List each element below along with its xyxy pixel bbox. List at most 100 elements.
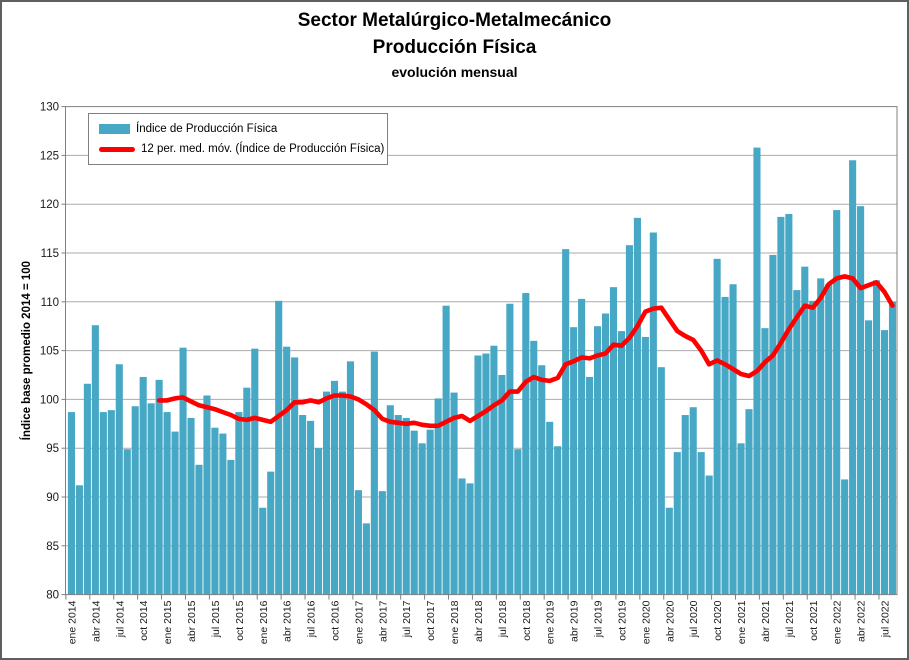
chart-caption: evolución mensual: [391, 64, 518, 80]
x-axis-labels: ene 2014 abr 2014 jul 2014 oct 2014 ene 2015…: [66, 600, 891, 644]
bar: [857, 206, 865, 595]
x-tick-label: ene 2019: [545, 600, 557, 644]
bar: [570, 327, 578, 595]
bar: [809, 300, 817, 595]
bar: [291, 357, 299, 595]
bar: [139, 376, 147, 595]
chart-title: Sector Metalúrgico-Metalmecánico: [297, 10, 612, 31]
bar: [434, 398, 442, 595]
bar: [155, 379, 163, 595]
bar: [538, 365, 546, 595]
bar: [474, 355, 482, 595]
bar: [203, 395, 211, 595]
bar: [721, 296, 729, 595]
bar: [633, 217, 641, 595]
y-tick-label: 125: [40, 150, 59, 162]
bar: [267, 471, 275, 595]
x-tick-label: abr 2019: [569, 600, 581, 642]
y-tick-label: 90: [46, 492, 59, 504]
bar: [745, 409, 753, 595]
bar: [554, 446, 562, 595]
x-tick-label: abr 2018: [473, 600, 485, 642]
bar: [315, 448, 323, 595]
bar: [825, 284, 833, 595]
bar: [657, 367, 665, 595]
bar: [402, 417, 410, 595]
bar: [880, 330, 889, 595]
x-tick-label: jul 2022: [880, 600, 892, 638]
y-tick-label: 120: [40, 199, 59, 211]
bar: [514, 449, 522, 595]
x-tick-label: jul 2018: [497, 600, 509, 638]
x-tick-label: jul 2020: [688, 600, 700, 638]
legend-box: Índice de Producción Física 12 per. med.…: [88, 113, 388, 165]
bar: [67, 412, 75, 595]
bar: [91, 325, 99, 595]
x-tick-label: ene 2018: [449, 600, 461, 644]
bar: [386, 405, 394, 595]
x-tick-label: abr 2016: [282, 600, 294, 642]
x-tick-label: jul 2015: [210, 600, 222, 638]
x-tick-label: oct 2021: [808, 600, 820, 640]
bar: [179, 347, 187, 595]
bar: [322, 391, 331, 595]
bar: [586, 376, 594, 595]
bar: [673, 452, 681, 595]
bar: [195, 464, 203, 595]
bar: [562, 249, 570, 595]
x-tick-label: abr 2015: [186, 600, 198, 642]
bar: [801, 266, 809, 595]
x-tick-label: ene 2014: [66, 600, 78, 644]
x-tick-label: oct 2014: [138, 600, 150, 640]
bar: [211, 427, 219, 595]
bar: [849, 160, 857, 595]
bar: [131, 406, 139, 595]
bar: [578, 298, 586, 595]
bar: [530, 340, 538, 595]
bar: [617, 331, 626, 595]
x-tick-label: ene 2021: [736, 600, 748, 644]
bar: [594, 326, 602, 595]
bar: [283, 346, 291, 595]
bar: [370, 351, 378, 595]
bar: [865, 320, 873, 595]
x-tick-label: jul 2021: [784, 600, 796, 638]
bar: [506, 303, 514, 595]
x-tick-label: oct 2017: [425, 600, 437, 640]
bar: [394, 415, 402, 595]
bar: [163, 412, 171, 595]
x-tick-label: abr 2021: [760, 600, 772, 642]
x-tick-label: abr 2014: [90, 600, 102, 642]
bar: [841, 479, 849, 595]
bar: [546, 421, 554, 595]
x-tick-label: ene 2015: [162, 600, 174, 644]
bar: [601, 313, 610, 595]
bar: [187, 417, 195, 595]
bar: [442, 305, 450, 595]
moving-average-swatch-icon: [99, 146, 135, 152]
bar: [171, 431, 179, 595]
bar: [219, 433, 227, 595]
bar: [275, 300, 283, 595]
x-tick-label: ene 2016: [258, 600, 270, 644]
bar: [785, 213, 793, 595]
bar: [307, 420, 315, 595]
legend-label-bars: Índice de Producción Física: [136, 122, 278, 135]
bar: [243, 387, 251, 595]
x-tick-label: ene 2022: [832, 600, 844, 644]
x-tick-label: oct 2016: [329, 600, 341, 640]
x-tick-label: jul 2014: [114, 600, 126, 638]
x-tick-label: abr 2017: [377, 600, 389, 642]
legend-item-moving-average: 12 per. med. móv. (Índice de Producción …: [99, 141, 387, 157]
x-tick-label: abr 2020: [664, 600, 676, 642]
x-tick-label: jul 2017: [401, 600, 413, 638]
bar: [777, 216, 785, 595]
y-tick-label: 80: [46, 590, 59, 602]
bar: [689, 407, 697, 595]
x-tick-label: abr 2022: [856, 600, 868, 642]
bar: [466, 483, 474, 595]
y-tick-label: 110: [41, 297, 59, 309]
axes: [61, 106, 898, 600]
bar: [354, 490, 362, 595]
